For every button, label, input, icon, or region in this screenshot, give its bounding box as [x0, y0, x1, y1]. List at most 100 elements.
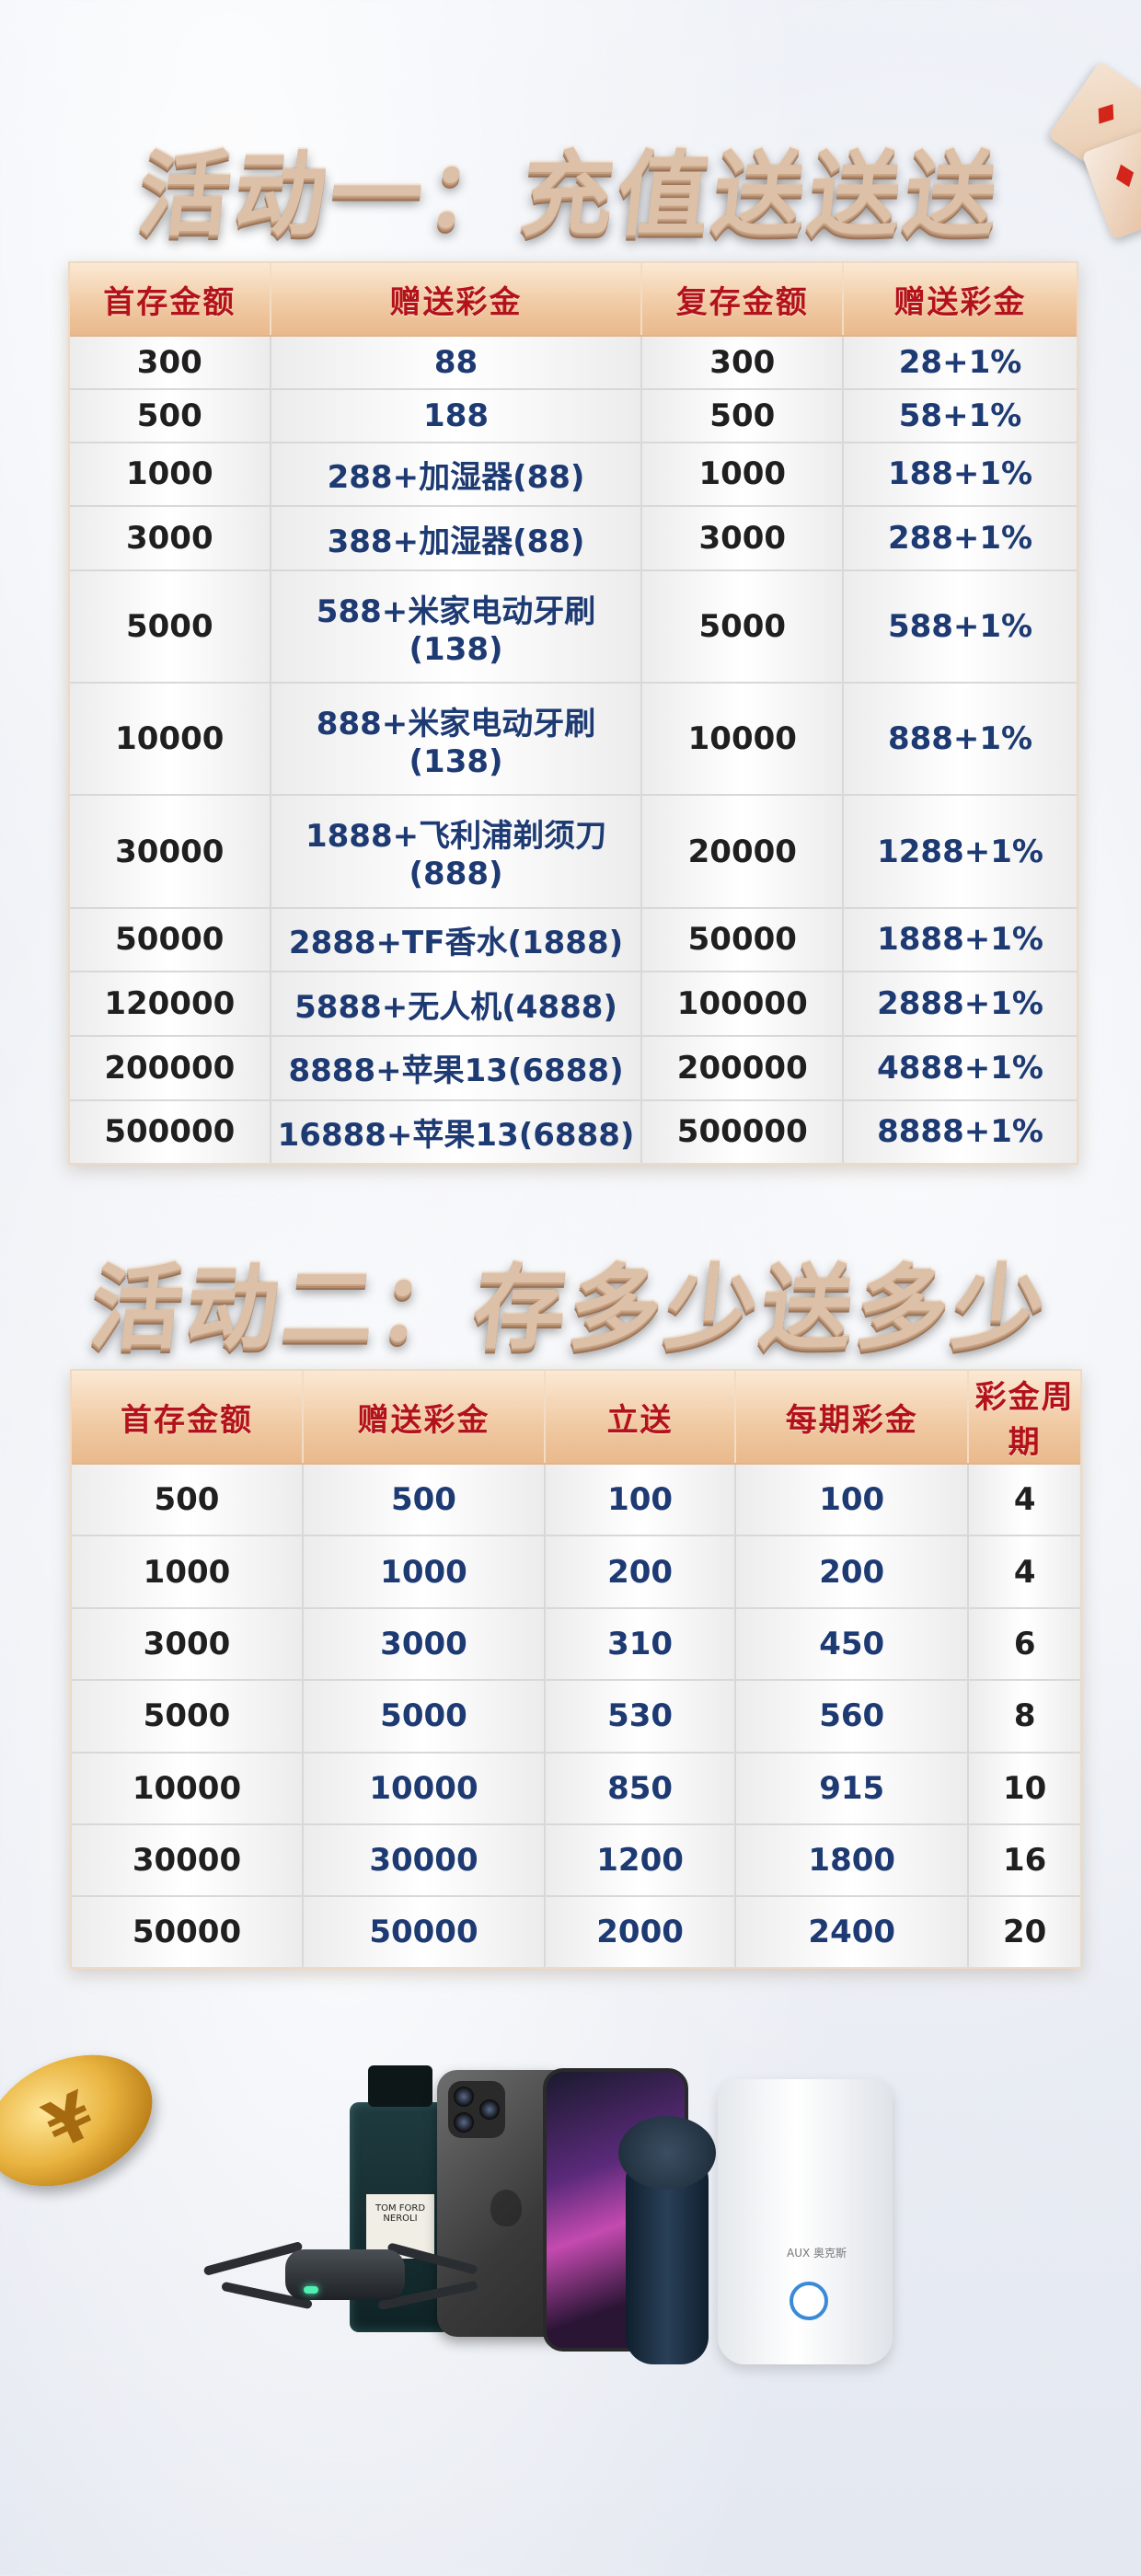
cell-bonus: 50000	[302, 1896, 547, 1967]
cell-bonus: 2888+TF香水(1888)	[270, 907, 643, 973]
cell-bonus: 8888+苹果13(6888)	[270, 1035, 643, 1101]
table-row: 5000 5000 530 560 8	[72, 1680, 1080, 1754]
table-row: 200000 8888+苹果13(6888) 200000 4888+1%	[70, 1035, 1077, 1101]
cell-bonus-cycle: 4	[968, 1464, 1080, 1537]
cell-per-period-bonus: 2400	[735, 1896, 970, 1967]
cell-redeposit: 300	[641, 336, 845, 390]
table-row: 500000 16888+苹果13(6888) 500000 8888+1%	[70, 1099, 1077, 1163]
cell-bonus: 588+米家电动牙刷(138)	[270, 569, 643, 684]
cell-first-deposit: 1000	[72, 1535, 304, 1609]
cell-redeposit-bonus: 4888+1%	[843, 1035, 1077, 1101]
cell-bonus-cycle: 4	[968, 1535, 1080, 1609]
column-header-redeposit-bonus: 赠送彩金	[843, 263, 1077, 337]
table-row: 10000 888+米家电动牙刷(138) 10000 888+1%	[70, 683, 1077, 797]
cell-bonus-cycle: 8	[968, 1680, 1080, 1754]
cell-instant-bonus: 2000	[545, 1896, 737, 1967]
cell-first-deposit: 3000	[72, 1607, 304, 1682]
table-row: 1000 1000 200 200 4	[72, 1535, 1080, 1609]
cell-first-deposit: 10000	[70, 683, 271, 797]
cell-redeposit-bonus: 1888+1%	[843, 907, 1077, 973]
table-row: 1000 288+加湿器(88) 1000 188+1%	[70, 442, 1077, 508]
cell-first-deposit: 5000	[70, 569, 271, 684]
cell-per-period-bonus: 560	[735, 1680, 970, 1754]
cell-instant-bonus: 850	[545, 1752, 737, 1825]
drone-image	[184, 2226, 478, 2328]
cell-redeposit-bonus: 188+1%	[843, 442, 1077, 508]
cell-instant-bonus: 310	[545, 1607, 737, 1682]
cell-first-deposit: 300	[70, 336, 271, 390]
cell-redeposit-bonus: 1288+1%	[843, 795, 1077, 909]
table-row: 30000 1888+飞利浦剃须刀(888) 20000 1288+1%	[70, 795, 1077, 909]
prize-products-image: TOM FORD NEROLI AUX 奥克斯	[166, 2061, 902, 2392]
activity-2-table: 首存金额 赠送彩金 立送 每期彩金 彩金周期 500 500 100 100 4 1000…	[72, 1371, 1080, 1967]
cell-bonus: 10000	[302, 1752, 547, 1825]
cell-bonus-cycle: 20	[968, 1896, 1080, 1967]
cell-per-period-bonus: 100	[735, 1464, 970, 1537]
cell-redeposit-bonus: 288+1%	[843, 506, 1077, 571]
cell-redeposit-bonus: 8888+1%	[843, 1099, 1077, 1163]
cell-per-period-bonus: 915	[735, 1752, 970, 1825]
cell-bonus: 3000	[302, 1607, 547, 1682]
table-row: 50000 2888+TF香水(1888) 50000 1888+1%	[70, 907, 1077, 973]
cell-first-deposit: 500	[70, 388, 271, 443]
humidifier-image: AUX 奥克斯	[718, 2079, 893, 2364]
table-row: 10000 10000 850 915 10	[72, 1752, 1080, 1825]
cell-redeposit: 1000	[641, 442, 845, 508]
activity-1-table: 首存金额 赠送彩金 复存金额 赠送彩金 300 88 300 28+1% 500 188 5…	[70, 263, 1077, 1163]
apple-logo-icon	[490, 2190, 522, 2226]
cell-redeposit-bonus: 58+1%	[843, 388, 1077, 443]
cell-bonus: 1000	[302, 1535, 547, 1609]
cell-bonus: 88	[270, 336, 643, 390]
cell-redeposit: 5000	[641, 569, 845, 684]
cell-bonus: 5888+无人机(4888)	[270, 972, 643, 1037]
table-row: 5000 588+米家电动牙刷(138) 5000 588+1%	[70, 569, 1077, 684]
cell-instant-bonus: 1200	[545, 1823, 737, 1898]
table-row: 3000 388+加湿器(88) 3000 288+1%	[70, 506, 1077, 571]
activity-2-title: 活动二：存多少送多少	[85, 1254, 1055, 1362]
cell-first-deposit: 10000	[72, 1752, 304, 1825]
cell-redeposit-bonus: 2888+1%	[843, 972, 1077, 1037]
activity-1-table-panel: 首存金额 赠送彩金 复存金额 赠送彩金 300 88 300 28+1% 500 188 5…	[68, 261, 1078, 1165]
table-header-row: 首存金额 赠送彩金 复存金额 赠送彩金	[70, 263, 1077, 337]
cell-first-deposit: 30000	[70, 795, 271, 909]
humidifier-dial-icon	[789, 2282, 828, 2320]
cell-bonus-cycle: 10	[968, 1752, 1080, 1825]
cell-redeposit: 200000	[641, 1035, 845, 1101]
activity-1-title: 活动一：充值送送送	[133, 141, 1007, 248]
cell-first-deposit: 120000	[70, 972, 271, 1037]
cell-bonus: 288+加湿器(88)	[270, 442, 643, 508]
cell-bonus: 888+米家电动牙刷(138)	[270, 683, 643, 797]
cell-instant-bonus: 100	[545, 1464, 737, 1537]
table-row: 120000 5888+无人机(4888) 100000 2888+1%	[70, 972, 1077, 1037]
column-header-first-deposit: 首存金额	[70, 263, 271, 337]
cell-redeposit: 10000	[641, 683, 845, 797]
table-row: 50000 50000 2000 2400 20	[72, 1896, 1080, 1967]
cell-bonus: 30000	[302, 1823, 547, 1898]
cell-bonus: 500	[302, 1464, 547, 1537]
cell-bonus-cycle: 16	[968, 1823, 1080, 1898]
cell-first-deposit: 5000	[72, 1680, 304, 1754]
table-row: 500 500 100 100 4	[72, 1464, 1080, 1537]
cell-bonus: 388+加湿器(88)	[270, 506, 643, 571]
activity-2-table-panel: 首存金额 赠送彩金 立送 每期彩金 彩金周期 500 500 100 100 4 1000…	[70, 1369, 1082, 1969]
cell-first-deposit: 200000	[70, 1035, 271, 1101]
cell-first-deposit: 30000	[72, 1823, 304, 1898]
cell-per-period-bonus: 1800	[735, 1823, 970, 1898]
column-header-redeposit: 复存金额	[641, 263, 845, 337]
humidifier-brand: AUX 奥克斯	[787, 2247, 847, 2260]
cell-first-deposit: 3000	[70, 506, 271, 571]
gold-coin-icon: ¥	[0, 2029, 174, 2213]
table-row: 300 88 300 28+1%	[70, 336, 1077, 390]
column-header-instant-bonus: 立送	[545, 1371, 737, 1465]
cell-redeposit: 50000	[641, 907, 845, 973]
cell-first-deposit: 50000	[70, 907, 271, 973]
electric-shaver-image	[618, 2116, 716, 2364]
cell-redeposit: 20000	[641, 795, 845, 909]
column-header-first-deposit: 首存金额	[72, 1371, 304, 1465]
cell-first-deposit: 50000	[72, 1896, 304, 1967]
cell-bonus-cycle: 6	[968, 1607, 1080, 1682]
table-row: 500 188 500 58+1%	[70, 388, 1077, 443]
cell-redeposit: 3000	[641, 506, 845, 571]
column-header-bonus: 赠送彩金	[270, 263, 643, 337]
cell-bonus: 188	[270, 388, 643, 443]
